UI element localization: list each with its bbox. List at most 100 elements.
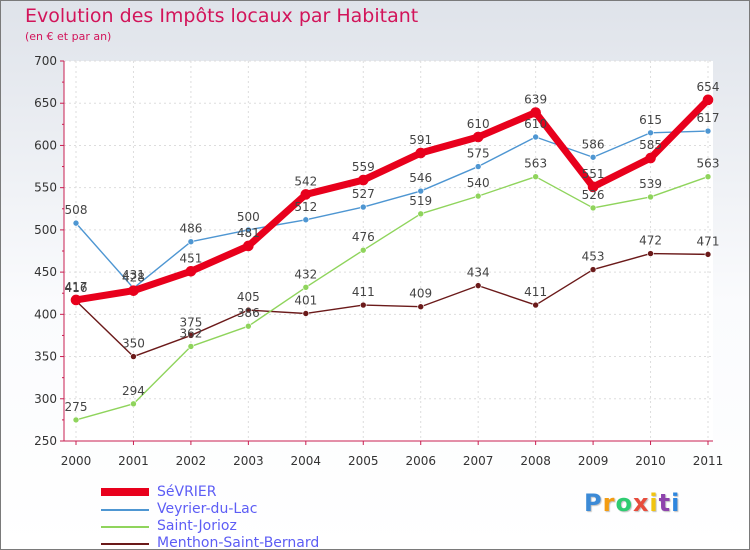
y-tick-label: 600 [34, 138, 57, 152]
y-tick-label: 350 [34, 350, 57, 364]
y-tick-label: 250 [34, 434, 57, 448]
series-line-jorioz [75, 175, 709, 421]
y-tick-label: 500 [34, 223, 57, 237]
data-point-menthon [302, 310, 310, 317]
data-point-jorioz [302, 284, 310, 291]
data-point-sevrier [300, 189, 312, 200]
data-point-menthon [589, 266, 597, 273]
x-tick-label: 2005 [348, 454, 379, 468]
data-label-menthon: 375 [179, 315, 202, 329]
chart-title: Evolution des Impôts locaux par Habitant [25, 5, 419, 27]
data-label-jorioz: 432 [294, 267, 317, 281]
logo-letter: i [649, 489, 659, 517]
data-label-sevrier: 585 [639, 138, 662, 152]
data-point-veyrier [245, 226, 252, 234]
legend-label-menthon: Menthon-Saint-Bernard [157, 535, 320, 550]
data-label-menthon: 401 [294, 293, 317, 307]
legend-swatch-veyrier [101, 509, 149, 511]
data-point-jorioz [532, 173, 539, 180]
data-label-sevrier: 417 [65, 280, 88, 294]
data-label-menthon: 411 [524, 285, 547, 299]
data-label-veyrier: 546 [409, 171, 432, 185]
data-label-veyrier: 586 [582, 137, 605, 151]
data-point-veyrier [187, 238, 195, 246]
data-point-jorioz [474, 192, 482, 200]
data-label-menthon: 411 [352, 285, 375, 299]
data-label-jorioz: 519 [409, 194, 432, 208]
data-label-sevrier: 559 [352, 160, 375, 174]
data-label-sevrier: 428 [122, 271, 145, 285]
series-line-sevrier [72, 96, 712, 304]
x-tick-label: 2007 [463, 454, 494, 468]
data-label-jorioz: 476 [352, 230, 375, 244]
data-label-sevrier: 481 [237, 226, 260, 240]
data-point-veyrier [704, 127, 712, 135]
data-point-menthon [359, 301, 367, 309]
x-tick-label: 2003 [233, 454, 264, 468]
legend-item-menthon: Menthon-Saint-Bernard [101, 535, 401, 550]
legend-item-jorioz: Saint-Jorioz [101, 518, 401, 535]
data-label-sevrier: 610 [467, 117, 490, 131]
data-point-jorioz [130, 400, 137, 408]
data-point-sevrier [243, 240, 254, 252]
data-point-sevrier [587, 181, 599, 193]
chart-subtitle: (en € et par an) [25, 30, 112, 43]
data-label-veyrier: 610 [524, 117, 547, 131]
data-label-jorioz: 386 [237, 306, 260, 320]
data-point-sevrier [185, 265, 197, 277]
data-point-veyrier [647, 129, 654, 137]
data-point-sevrier [357, 174, 369, 186]
data-point-veyrier [72, 219, 80, 227]
legend-item-veyrier: Veyrier-du-Lac [101, 501, 401, 518]
data-label-sevrier: 591 [409, 133, 432, 147]
legend-label-sevrier: SéVRIER [157, 484, 217, 500]
data-point-veyrier [417, 187, 425, 195]
y-tick-label: 400 [34, 307, 57, 321]
data-point-sevrier [415, 147, 427, 159]
data-label-veyrier: 615 [639, 113, 662, 127]
data-label-sevrier: 654 [697, 80, 720, 94]
data-point-sevrier [472, 131, 484, 143]
data-point-jorioz [589, 204, 597, 212]
data-label-jorioz: 275 [65, 400, 88, 414]
data-label-veyrier: 486 [179, 222, 202, 236]
data-label-jorioz: 563 [524, 157, 547, 171]
data-point-sevrier [645, 152, 656, 164]
proxiti-logo: Proxiti [584, 489, 680, 517]
data-label-sevrier: 542 [294, 174, 317, 188]
data-point-menthon [187, 332, 195, 339]
data-point-sevrier [530, 107, 541, 118]
data-point-jorioz [245, 322, 252, 330]
data-point-sevrier [702, 94, 714, 106]
legend-swatch-menthon [101, 543, 149, 545]
data-label-jorioz: 526 [582, 188, 605, 202]
x-tick-label: 2000 [61, 454, 92, 468]
legend-swatch-jorioz [101, 526, 149, 528]
data-label-veyrier: 575 [467, 147, 490, 161]
y-tick-label: 450 [34, 265, 57, 279]
data-point-sevrier [128, 285, 139, 296]
data-label-sevrier: 551 [582, 167, 605, 181]
logo-letter: r [602, 489, 616, 517]
data-label-veyrier: 508 [65, 203, 88, 217]
data-point-jorioz [647, 193, 654, 201]
data-label-sevrier: 639 [524, 93, 547, 107]
y-tick-label: 650 [34, 96, 57, 110]
data-label-menthon: 350 [122, 337, 145, 351]
logo-letter: i [671, 489, 681, 517]
data-label-menthon: 416 [65, 281, 88, 295]
data-label-veyrier: 431 [122, 268, 145, 282]
data-point-jorioz [704, 173, 712, 180]
data-point-veyrier [532, 133, 539, 141]
x-tick-label: 2011 [693, 454, 724, 468]
data-point-menthon [647, 250, 654, 257]
data-label-menthon: 472 [639, 234, 662, 248]
y-tick-label: 700 [34, 54, 57, 68]
data-point-jorioz [187, 343, 195, 350]
data-point-menthon [532, 301, 539, 309]
data-point-jorioz [417, 210, 425, 218]
legend-swatch-sevrier [101, 488, 149, 496]
data-point-jorioz [359, 246, 367, 254]
